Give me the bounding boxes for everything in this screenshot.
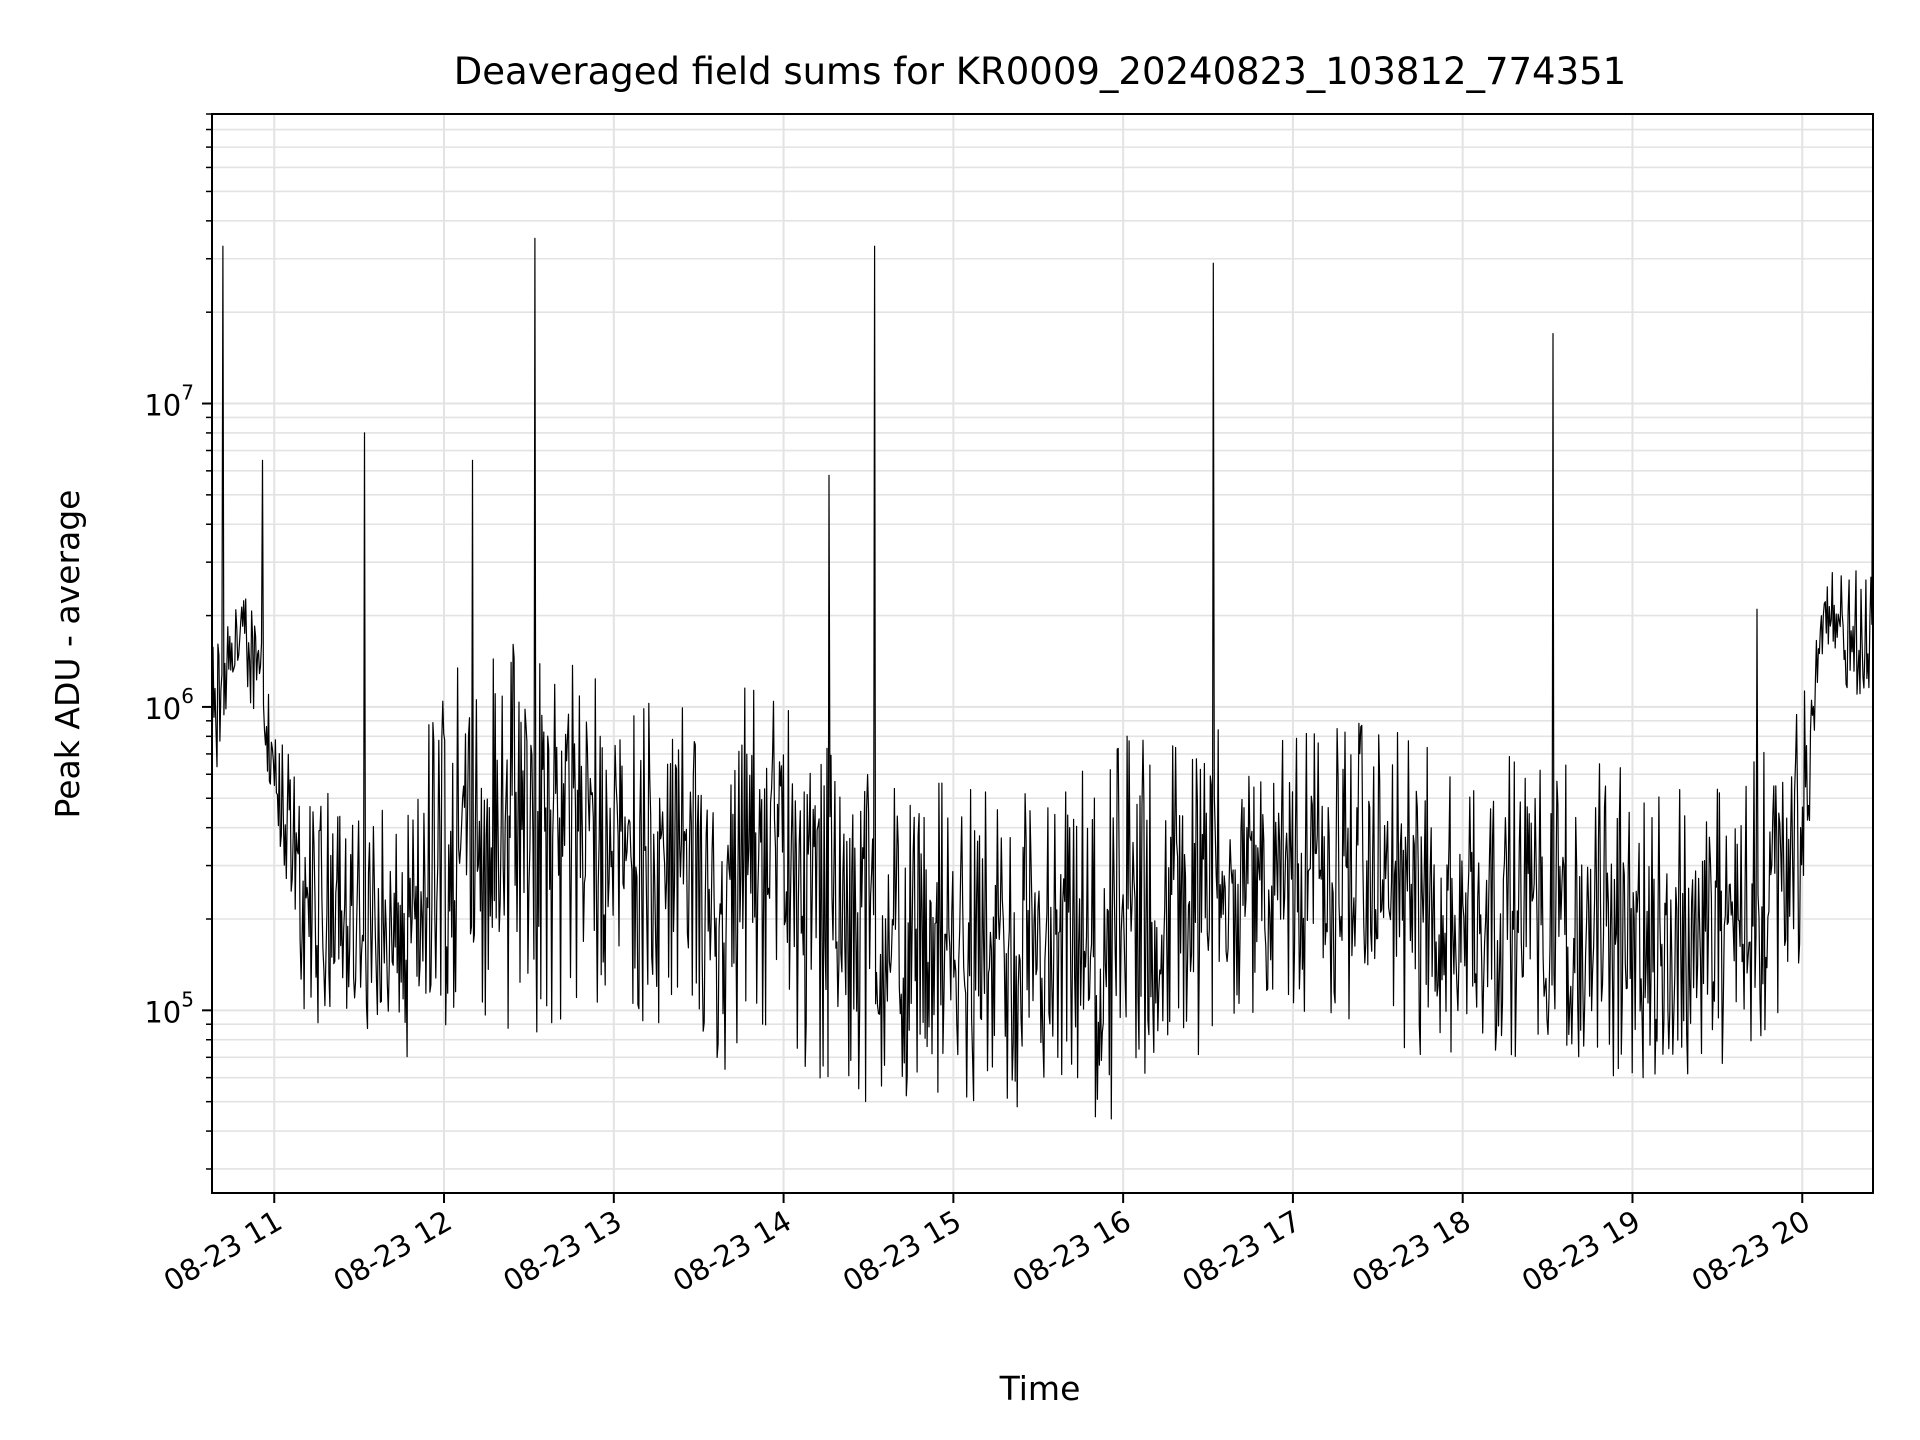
y-tick-label: 105: [144, 987, 194, 1029]
y-tick-label: 106: [144, 684, 194, 726]
y-tick-base: 10: [144, 995, 181, 1029]
y-tick-base: 10: [144, 389, 181, 423]
y-tick-label: 107: [144, 381, 194, 423]
y-axis-label: Peak ADU - average: [48, 490, 87, 819]
x-axis-label: Time: [999, 1369, 1081, 1408]
y-tick-exponent: 6: [181, 684, 194, 708]
y-tick-exponent: 7: [181, 381, 194, 405]
chart-title: Deaveraged field sums for KR0009_2024082…: [454, 50, 1626, 93]
y-tick-base: 10: [144, 692, 181, 726]
data-series: [211, 147, 1874, 1120]
y-tick-exponent: 5: [181, 987, 194, 1011]
plot-frame: [211, 113, 1874, 1194]
series-line: [211, 147, 1874, 1120]
